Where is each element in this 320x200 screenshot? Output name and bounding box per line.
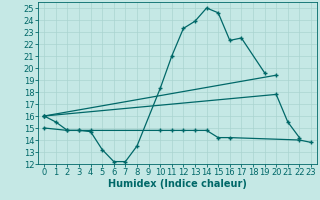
X-axis label: Humidex (Indice chaleur): Humidex (Indice chaleur) [108, 179, 247, 189]
